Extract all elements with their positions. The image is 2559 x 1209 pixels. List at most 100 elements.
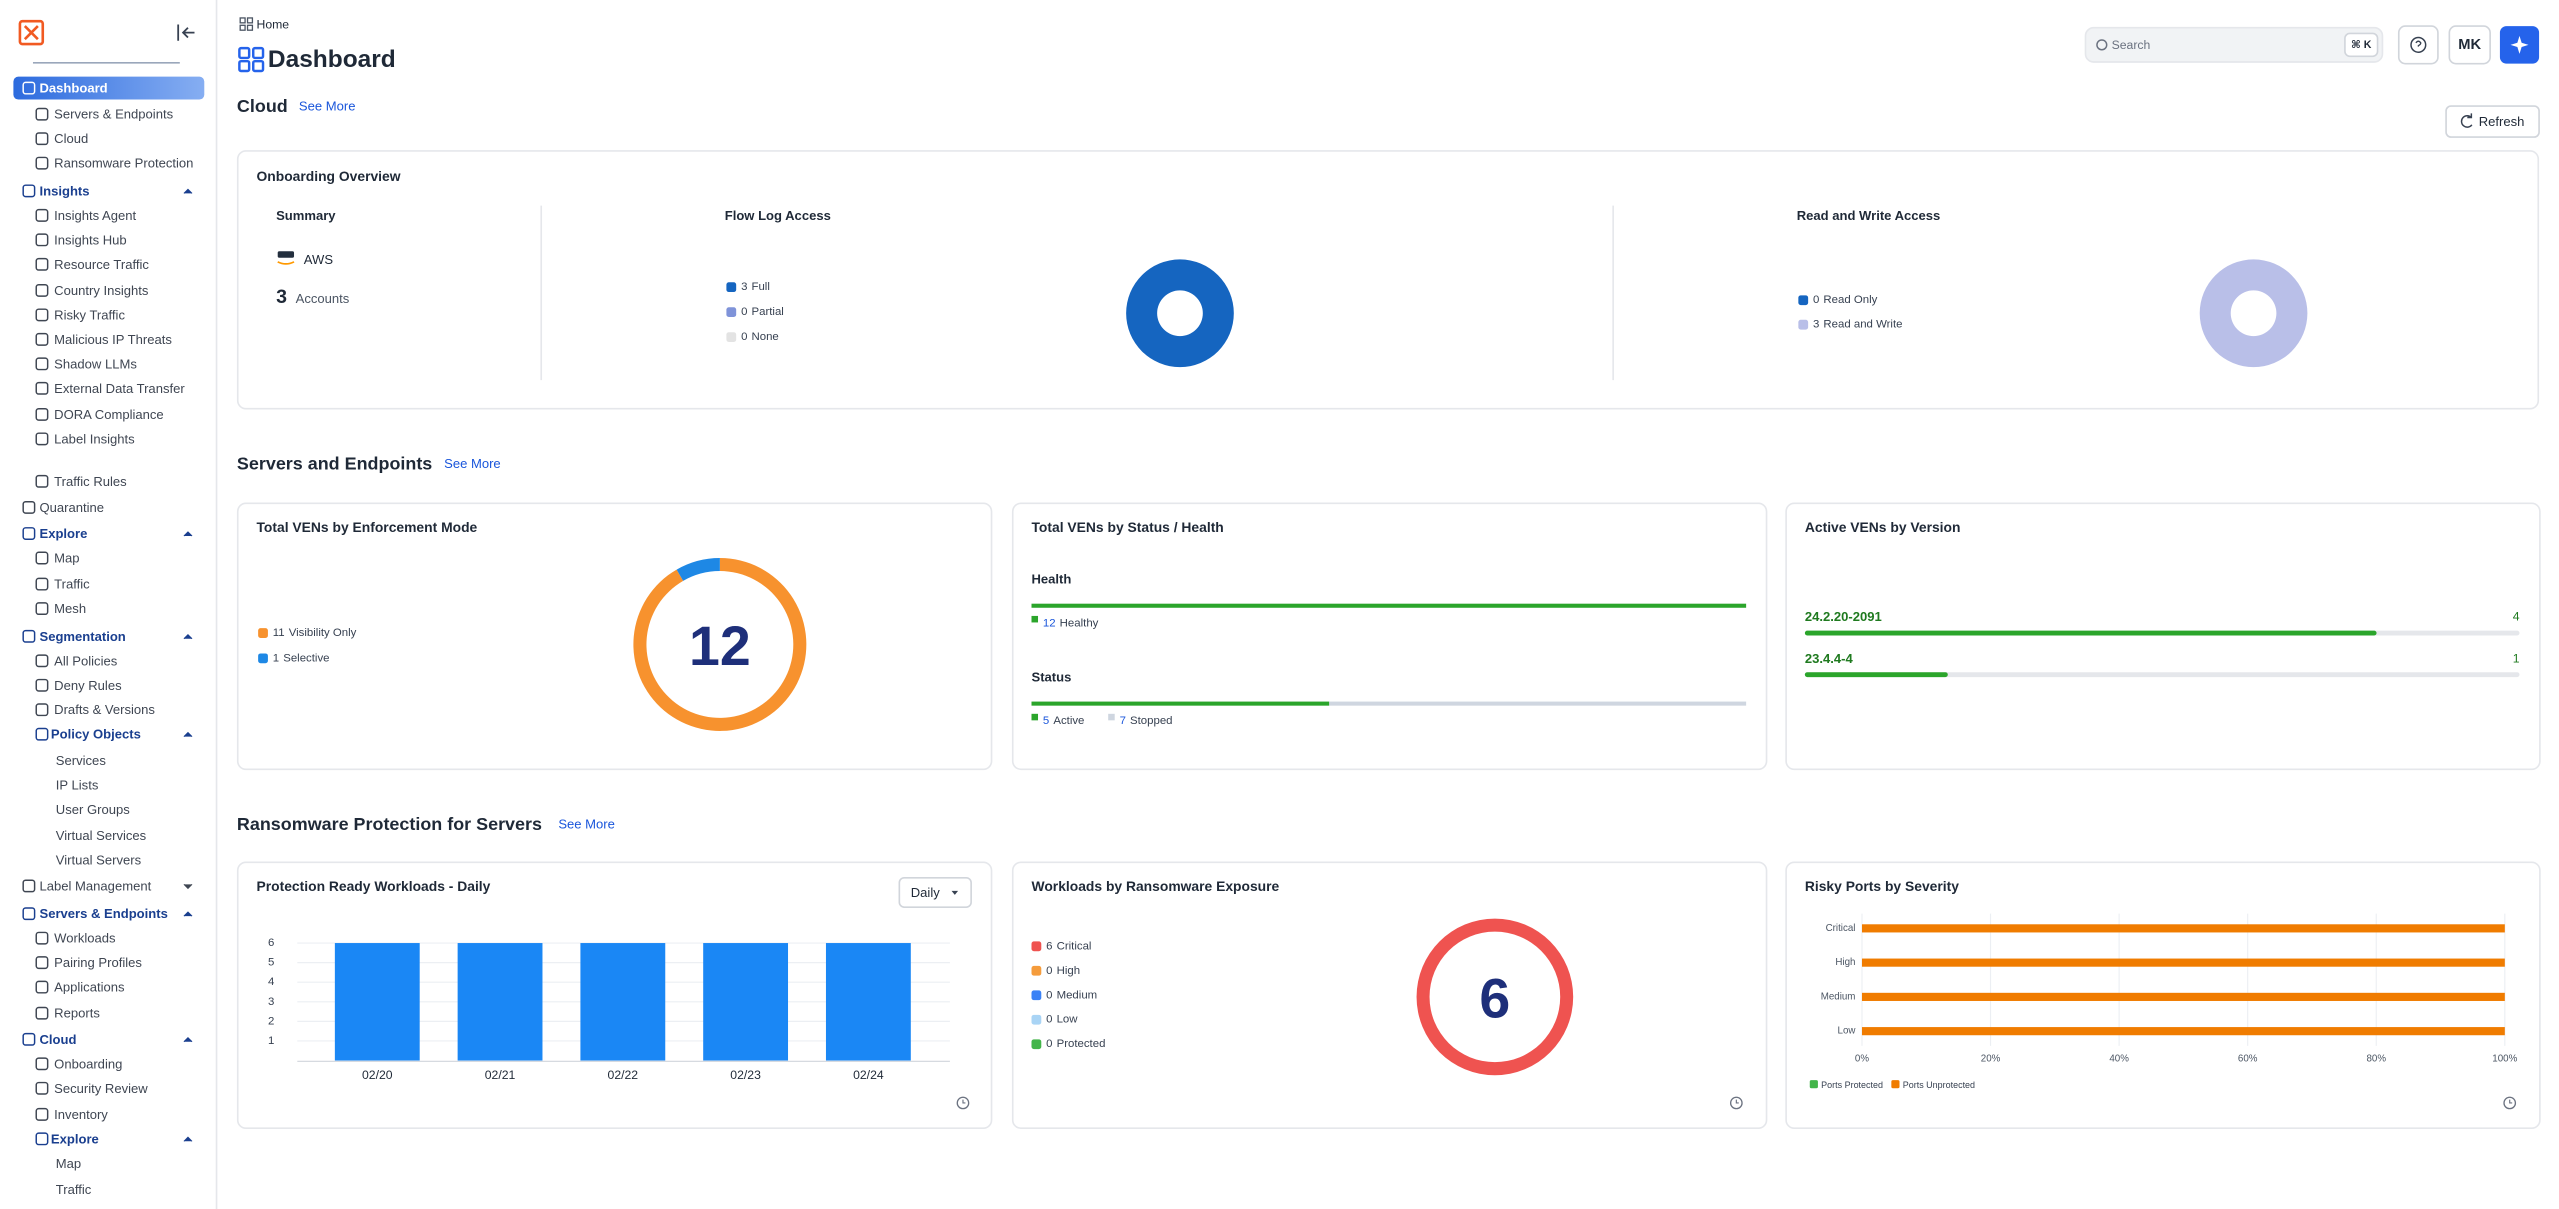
nav-item[interactable]: Security Review: [54, 1081, 148, 1096]
see-more-link[interactable]: See More: [444, 456, 501, 471]
nav-item[interactable]: Reports: [54, 1006, 100, 1021]
progress-bar: [1804, 672, 1948, 678]
legend-value: 12: [1043, 617, 1056, 629]
history-icon[interactable]: [1729, 1096, 1743, 1110]
donut-total: 6: [1479, 968, 1510, 1030]
help-icon-mark: [2415, 40, 2422, 47]
nav-icon: [35, 956, 49, 970]
nav-item[interactable]: Shadow LLMs: [54, 356, 137, 371]
chevron-up: [183, 531, 193, 537]
nav-item[interactable]: Servers & Endpoints: [40, 906, 168, 921]
avatar-initials: MK: [2458, 37, 2481, 53]
help-button[interactable]: [2397, 25, 2439, 65]
nav-item[interactable]: Risky Traffic: [54, 307, 125, 322]
x-tick-label: 0%: [1855, 1053, 1869, 1064]
nav-item[interactable]: Quarantine: [40, 500, 105, 515]
history-icon[interactable]: [2503, 1096, 2517, 1110]
nav-item[interactable]: Cloud: [40, 1032, 77, 1047]
nav-item[interactable]: Traffic Rules: [54, 474, 127, 489]
nav-item[interactable]: Drafts & Versions: [54, 702, 155, 717]
nav-item[interactable]: Insights Agent: [54, 208, 136, 223]
nav-item[interactable]: Workloads: [54, 931, 116, 946]
nav-item[interactable]: External Data Transfer: [54, 381, 185, 396]
legend-value: 5: [1043, 715, 1049, 727]
x-tick-label: 02/24: [853, 1068, 884, 1082]
nav-item[interactable]: Traffic: [56, 1182, 92, 1197]
collapse-button[interactable]: [177, 24, 195, 41]
y-tick-label: Critical: [1826, 923, 1856, 934]
nav-item[interactable]: Mesh: [54, 601, 86, 616]
search-icon: [2096, 39, 2108, 51]
nav-item[interactable]: Ransomware Protection: [54, 156, 193, 171]
history-hand: [1735, 1099, 1739, 1104]
nav-icon: [35, 432, 49, 446]
nav-icon: [35, 257, 49, 271]
nav-item[interactable]: Map: [56, 1156, 81, 1171]
see-more-link[interactable]: See More: [299, 99, 356, 114]
nav-item[interactable]: Dashboard: [40, 81, 108, 96]
nav-item[interactable]: Explore: [40, 526, 88, 541]
see-more-link[interactable]: See More: [558, 816, 615, 831]
nav-item[interactable]: Traffic: [54, 577, 90, 592]
legend-swatch: [726, 332, 737, 342]
x-tick-label: 60%: [2238, 1053, 2258, 1064]
shortcut-label: ⌘ K: [2351, 39, 2372, 51]
nav-item[interactable]: Services: [56, 753, 107, 768]
nav-item[interactable]: Policy Objects: [51, 727, 141, 742]
legend-swatch: [258, 628, 268, 638]
nav-item[interactable]: Malicious IP Threats: [54, 332, 172, 347]
section-title: Cloud: [237, 96, 288, 116]
chart-title: Workloads by Ransomware Exposure: [1032, 878, 1280, 894]
legend-name: Stopped: [1130, 715, 1173, 727]
dropdown[interactable]: [898, 876, 972, 908]
nav-icon: [35, 1132, 49, 1146]
nav-item[interactable]: Resource Traffic: [54, 257, 149, 272]
legend-label: 0 None: [741, 331, 779, 343]
nav-item[interactable]: Explore: [51, 1131, 99, 1146]
nav-item[interactable]: IP Lists: [56, 777, 99, 792]
nav-item[interactable]: User Groups: [56, 802, 130, 817]
nav-icon: [35, 156, 49, 170]
nav-item[interactable]: Insights Hub: [54, 232, 127, 247]
nav-item[interactable]: Map: [54, 551, 79, 566]
nav-item[interactable]: Virtual Servers: [56, 852, 142, 867]
nav-item[interactable]: Pairing Profiles: [54, 955, 142, 970]
nav-item[interactable]: Deny Rules: [54, 678, 122, 693]
legend-label: 1 Selective: [273, 652, 330, 664]
nav-item[interactable]: Onboarding: [54, 1056, 122, 1071]
nav-item[interactable]: Cloud: [54, 131, 88, 146]
refresh-button[interactable]: [2445, 105, 2540, 138]
nav-icon: [35, 678, 49, 692]
nav-icon: [35, 357, 49, 371]
nav-icon: [35, 233, 49, 247]
nav-item[interactable]: Label Management: [40, 878, 152, 893]
nav-item[interactable]: Insights: [40, 183, 90, 198]
nav-item[interactable]: Country Insights: [54, 283, 149, 298]
breadcrumb[interactable]: Home: [257, 17, 290, 31]
nav-item[interactable]: Applications: [54, 980, 125, 995]
search-box[interactable]: [2084, 26, 2384, 63]
x-tick-label: 80%: [2366, 1053, 2386, 1064]
legend-label: 3 Read and Write: [1813, 319, 1902, 331]
nav-item[interactable]: All Policies: [54, 653, 118, 668]
legend-value: 0: [1813, 294, 1819, 306]
refresh-label[interactable]: Refresh: [2479, 114, 2525, 129]
title-icon: [238, 46, 265, 73]
nav-item[interactable]: Inventory: [54, 1107, 108, 1122]
nav-item[interactable]: Segmentation: [40, 629, 126, 644]
legend-value: 0: [1046, 1014, 1052, 1026]
history-icon[interactable]: [956, 1096, 970, 1110]
y-tick-label: 4: [268, 976, 275, 988]
legend-name: High: [1057, 965, 1080, 977]
nav-item[interactable]: Label Insights: [54, 431, 135, 446]
y-tick-label: Medium: [1821, 991, 1856, 1002]
nav-item[interactable]: Servers & Endpoints: [54, 107, 173, 122]
avatar-button[interactable]: [2448, 25, 2491, 65]
nav-item[interactable]: Virtual Services: [56, 828, 147, 843]
legend-swatch: [1798, 319, 1809, 330]
nav-item[interactable]: DORA Compliance: [54, 407, 164, 422]
legend-label: 0 Low: [1046, 1014, 1078, 1026]
nav-icon: [22, 81, 36, 95]
summary-title: Summary: [276, 208, 336, 223]
legend-swatch: [1031, 615, 1039, 623]
